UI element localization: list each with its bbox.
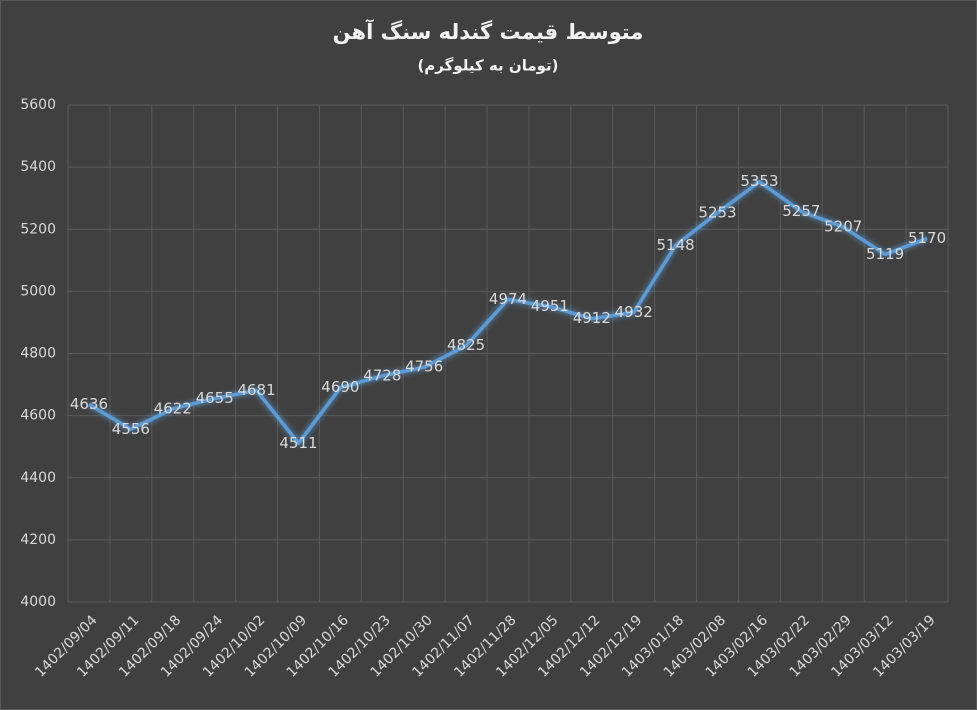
y-tick-label: 4400 [20, 470, 56, 486]
y-tick-label: 4200 [20, 532, 56, 548]
data-label: 4511 [279, 434, 317, 452]
data-label: 4932 [615, 303, 653, 321]
data-label: 4690 [321, 378, 359, 396]
chart-subtitle: (تومان به کیلوگرم) [417, 57, 558, 75]
y-tick-label: 5400 [20, 159, 56, 175]
data-label: 4681 [237, 381, 275, 399]
y-tick-label: 5600 [20, 97, 56, 113]
y-tick-label: 4800 [20, 346, 56, 362]
data-label: 5207 [824, 218, 862, 236]
grid: 4000420044004600480050005200540056001402… [20, 97, 949, 681]
data-label: 5148 [657, 236, 695, 254]
data-label: 4912 [573, 309, 611, 327]
data-label: 5170 [908, 229, 946, 247]
data-label: 4974 [489, 290, 527, 308]
data-label: 4825 [447, 336, 485, 354]
data-label: 4636 [70, 395, 108, 413]
data-label: 4622 [154, 399, 192, 417]
y-tick-label: 4600 [20, 408, 56, 424]
data-label: 4728 [363, 366, 401, 384]
data-label: 4756 [405, 358, 443, 376]
data-label: 5253 [698, 203, 736, 221]
data-label: 4951 [531, 297, 569, 315]
y-tick-label: 5000 [20, 283, 56, 299]
data-label: 4655 [196, 389, 234, 407]
line [88, 179, 928, 446]
data-label: 5353 [740, 172, 778, 190]
data-label: 5119 [866, 245, 904, 263]
data-label: 5257 [782, 202, 820, 220]
y-tick-label: 4000 [20, 594, 56, 610]
y-tick-label: 5200 [20, 221, 56, 237]
data-label: 4556 [112, 420, 150, 438]
chart-title: متوسط قیمت گندله سنگ آهن [333, 19, 644, 44]
